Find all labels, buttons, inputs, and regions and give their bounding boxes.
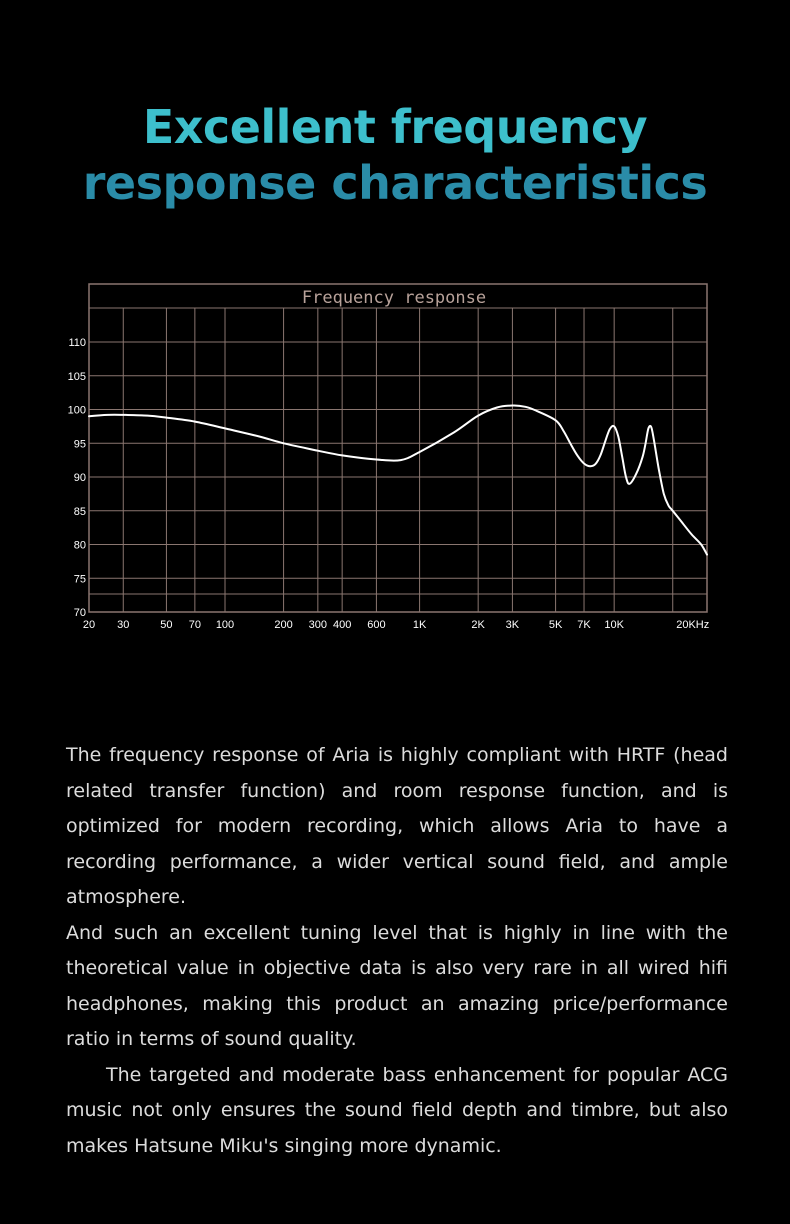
y-tick-label-90: 90 xyxy=(74,472,86,484)
x-axis-tick-labels: 20 30 50 70 100 200 300 400 600 1K 2K 3K 5K 7K 10K 20KH… xyxy=(83,619,709,631)
frequency-response-curve xyxy=(88,404,708,556)
x-tick-label-600: 600 xyxy=(367,619,385,631)
x-tick-label-20: 20 xyxy=(83,619,95,631)
page-headline: Excellent frequency response characteris… xyxy=(0,99,790,211)
x-tick-label-1K: 1K xyxy=(413,619,427,631)
x-tick-label-300: 300 xyxy=(309,619,327,631)
y-tick-label-95: 95 xyxy=(74,438,86,450)
x-tick-label-200: 200 xyxy=(274,619,292,631)
y-tick-label-75: 75 xyxy=(74,573,86,585)
headline-line-1: Excellent frequency xyxy=(142,100,648,155)
vertical-gridlines xyxy=(122,308,674,612)
paragraph-1: The frequency response of Aria is highly… xyxy=(66,744,728,908)
x-tick-label-2K: 2K xyxy=(471,619,485,631)
x-tick-label-30: 30 xyxy=(117,619,129,631)
y-tick-label-85: 85 xyxy=(74,506,86,518)
x-tick-label-400: 400 xyxy=(333,619,351,631)
paragraph-3: The targeted and moderate bass enhanceme… xyxy=(66,1063,728,1157)
title-background xyxy=(90,285,706,307)
y-axis-tick-labels: 70 75 80 85 90 95 100 105 110 xyxy=(68,337,86,619)
y-tick-label-80: 80 xyxy=(74,540,86,552)
paragraph-2: And such an excellent tuning level that … xyxy=(66,921,728,1051)
x-tick-label-100: 100 xyxy=(216,619,234,631)
x-tick-label-70: 70 xyxy=(189,619,201,631)
horizontal-gridlines xyxy=(89,341,707,595)
y-tick-label-100: 100 xyxy=(68,405,86,417)
x-tick-label-10K: 10K xyxy=(604,619,624,631)
x-tick-label-7K: 7K xyxy=(577,619,591,631)
description: The frequency response of Aria is highly… xyxy=(66,738,728,1164)
x-tick-label-50: 50 xyxy=(160,619,172,631)
y-tick-label-70: 70 xyxy=(74,607,86,619)
headline-line-2: response characteristics xyxy=(82,156,708,211)
frequency-response-chart: Frequency response 20 30 50 70 100 200 300 400 6… xyxy=(68,283,709,631)
y-tick-label-105: 105 xyxy=(68,371,86,383)
chart-title: Frequency response xyxy=(302,288,486,308)
y-tick-label-110: 110 xyxy=(68,337,86,349)
x-tick-label-3K: 3K xyxy=(506,619,520,631)
x-tick-label-5K: 5K xyxy=(549,619,563,631)
chart-frame xyxy=(88,283,708,613)
x-tick-label-20KHz: 20KHz xyxy=(676,619,709,631)
